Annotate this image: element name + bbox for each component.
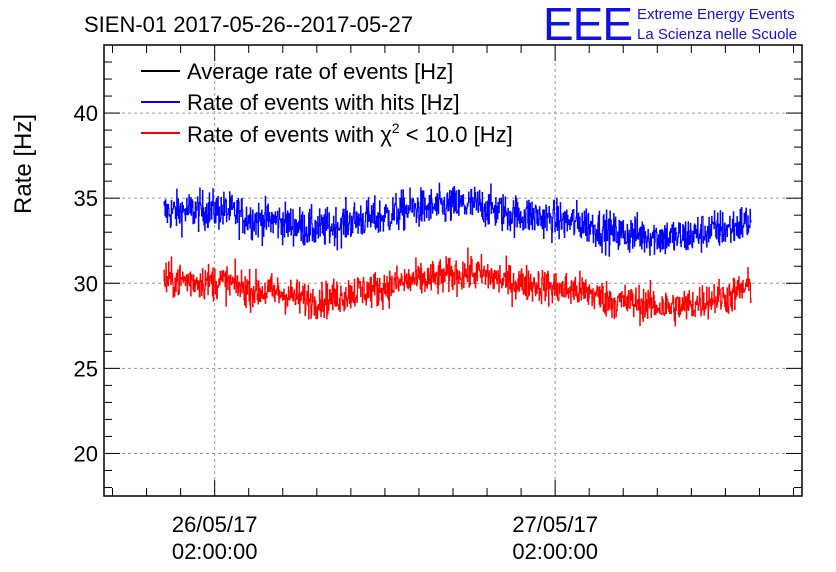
series-layer: [163, 182, 752, 327]
y-tick-label-40: 40: [74, 101, 98, 126]
series-line-2: [163, 247, 752, 327]
eee-logo: EEE Extreme Energy Events La Scienza nel…: [543, 0, 797, 50]
y-tick-label-25: 25: [74, 356, 98, 381]
logo-line-1: Extreme Energy Events: [637, 6, 795, 23]
legend-chi2-sup: 2: [392, 120, 400, 136]
x-tick-date-0: 26/05/17: [172, 512, 258, 537]
series-line-1: [163, 182, 752, 257]
logo-mark: EEE: [543, 0, 632, 50]
legend-label-average: Average rate of events [Hz]: [187, 59, 453, 84]
y-tick-label-35: 35: [74, 186, 98, 211]
x-tick-time-0: 02:00:00: [172, 539, 258, 564]
x-tick-date-1: 27/05/17: [512, 512, 598, 537]
legend-chi2-symbol: χ: [380, 122, 392, 147]
legend-chi2-suffix: < 10.0 [Hz]: [400, 122, 513, 147]
legend: Average rate of events [Hz] Rate of even…: [141, 59, 513, 147]
logo-line-2: La Scienza nelle Scuole: [637, 26, 797, 43]
x-tick-time-1: 02:00:00: [512, 539, 598, 564]
axis-ticks: [104, 44, 802, 496]
chart-title: SIEN-01 2017-05-26--2017-05-27: [84, 12, 413, 37]
y-axis-label: Rate [Hz]: [10, 114, 37, 214]
legend-label-hits: Rate of events with hits [Hz]: [187, 90, 460, 115]
y-tick-label-30: 30: [74, 271, 98, 296]
legend-chi2-prefix: Rate of events with: [187, 122, 380, 147]
y-tick-label-20: 20: [74, 441, 98, 466]
legend-label-chi2: Rate of events with χ2 < 10.0 [Hz]: [187, 120, 513, 147]
y-tick-labels: 20 25 30 35 40: [74, 101, 98, 466]
